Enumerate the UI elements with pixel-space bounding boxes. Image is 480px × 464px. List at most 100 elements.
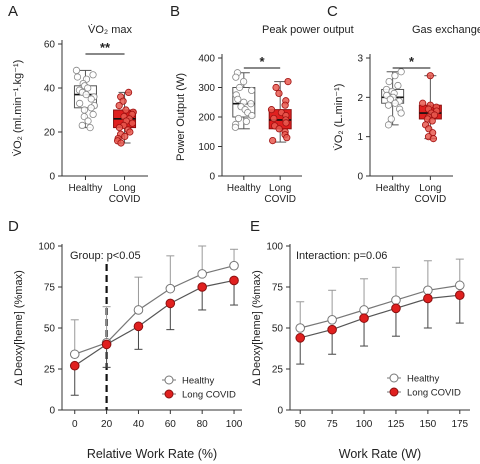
y-axis-label: Power Output (W) <box>175 73 187 161</box>
panel-letter-d: D <box>8 218 19 235</box>
series-point <box>229 260 239 271</box>
series-point <box>359 313 369 323</box>
stat-annotation: Interaction: p=0.06 <box>296 250 387 262</box>
y-tick-label: 100 <box>198 142 215 153</box>
data-point <box>384 121 393 129</box>
x-tick-label: 20 <box>101 419 113 430</box>
data-point <box>394 81 402 90</box>
data-point <box>272 83 280 92</box>
series-point <box>197 282 207 292</box>
significance-marker: * <box>409 54 415 69</box>
data-point <box>72 66 81 75</box>
data-point <box>240 78 248 86</box>
series-line-long-covid <box>300 294 460 339</box>
series-line-long-covid <box>74 279 235 367</box>
series-point <box>165 298 176 309</box>
legend-marker <box>389 373 399 383</box>
series-point <box>359 305 369 315</box>
x-tick-label: Long COVID <box>264 183 296 205</box>
data-point <box>235 83 244 92</box>
panel-c: Gas exchange threshold V̇O₂ (L.min⁻¹) 0 1 2 3… <box>332 24 480 205</box>
series-point <box>69 349 80 360</box>
data-point <box>234 95 242 103</box>
y-axis-label: V̇O₂ (ml.min⁻¹.kg⁻¹) <box>11 60 24 157</box>
legend-label: Long COVID <box>407 388 461 399</box>
data-point <box>242 117 250 126</box>
panel-letter-a: A <box>8 3 18 20</box>
significance-marker: * <box>259 54 265 69</box>
data-point <box>124 88 133 97</box>
series-point <box>391 295 401 305</box>
data-point <box>115 102 123 110</box>
x-tick-label: 40 <box>133 419 145 430</box>
data-point <box>86 124 94 132</box>
x-tick-label: 60 <box>165 419 177 430</box>
x-tick-label: 0 <box>72 419 78 430</box>
panel-letter-e: E <box>250 218 260 235</box>
data-point <box>385 78 393 86</box>
data-point <box>284 78 292 86</box>
data-point <box>232 73 240 81</box>
series-point <box>133 305 144 315</box>
data-point <box>73 73 82 81</box>
x-tick-label: Healthy <box>227 183 261 194</box>
y-tick-label: 40 <box>44 84 56 95</box>
x-axis-label: Relative Work Rate (%) <box>87 447 217 461</box>
x-tick-label: 100 <box>356 419 373 430</box>
data-point <box>234 114 243 123</box>
series-point <box>391 303 401 314</box>
x-tick-label: 75 <box>327 419 339 430</box>
series-point <box>101 339 112 350</box>
legend-label: Healthy <box>182 376 214 387</box>
x-axis-label: Work Rate (W) <box>339 447 421 461</box>
y-tick-label: 20 <box>44 128 56 139</box>
legend-marker <box>164 375 174 385</box>
series-point <box>423 285 433 296</box>
data-point <box>128 119 136 127</box>
y-tick-label: 60 <box>44 40 56 51</box>
data-point <box>275 125 283 133</box>
data-point <box>80 106 89 114</box>
y-tick-label: 75 <box>44 283 56 294</box>
y-tick-label: 75 <box>272 283 284 294</box>
data-point <box>248 111 256 120</box>
data-point <box>397 109 405 117</box>
legend-marker <box>389 387 399 397</box>
data-point <box>397 68 405 76</box>
data-point <box>84 84 92 92</box>
panel-letter-c: C <box>327 3 338 20</box>
data-point <box>89 110 97 119</box>
x-tick-label: Long COVID <box>109 183 141 205</box>
y-tick-label: 100 <box>266 242 283 253</box>
data-point <box>391 72 399 80</box>
y-tick-label: 0 <box>209 172 215 183</box>
data-point <box>275 89 283 98</box>
data-point <box>391 99 399 107</box>
data-point <box>247 100 255 108</box>
data-point <box>117 139 125 147</box>
data-point <box>122 106 130 114</box>
data-point <box>430 111 439 119</box>
y-axis-label: Δ Deoxy[heme] (%max) <box>13 270 25 386</box>
data-point <box>115 124 124 132</box>
series-point <box>327 324 337 335</box>
x-tick-label: Healthy <box>69 183 103 194</box>
x-tick-label: 100 <box>226 419 243 430</box>
panel-b: Peak power output Power Output (W) 0 100 200… <box>175 24 354 205</box>
x-tick-label: Healthy <box>376 183 410 194</box>
y-tick-label: 200 <box>198 113 215 124</box>
data-point <box>119 97 127 105</box>
y-tick-label: 3 <box>357 54 363 65</box>
y-axis-label: Δ Deoxy[heme] (%max) <box>251 270 263 386</box>
panel-title: Gas exchange threshold <box>412 24 480 36</box>
series-point <box>454 290 465 301</box>
y-tick-label: 1 <box>357 132 363 143</box>
legend-label: Long COVID <box>182 390 236 401</box>
series-point <box>454 280 465 291</box>
panel-a: V̇O₂ max V̇O₂ (ml.min⁻¹.kg⁻¹) 0 20 40 60 Healt… <box>11 23 148 205</box>
panel-title: Peak power output <box>262 24 354 36</box>
y-tick-label: 300 <box>198 83 215 94</box>
data-point <box>270 114 278 123</box>
panel-letter-b: B <box>170 3 180 20</box>
